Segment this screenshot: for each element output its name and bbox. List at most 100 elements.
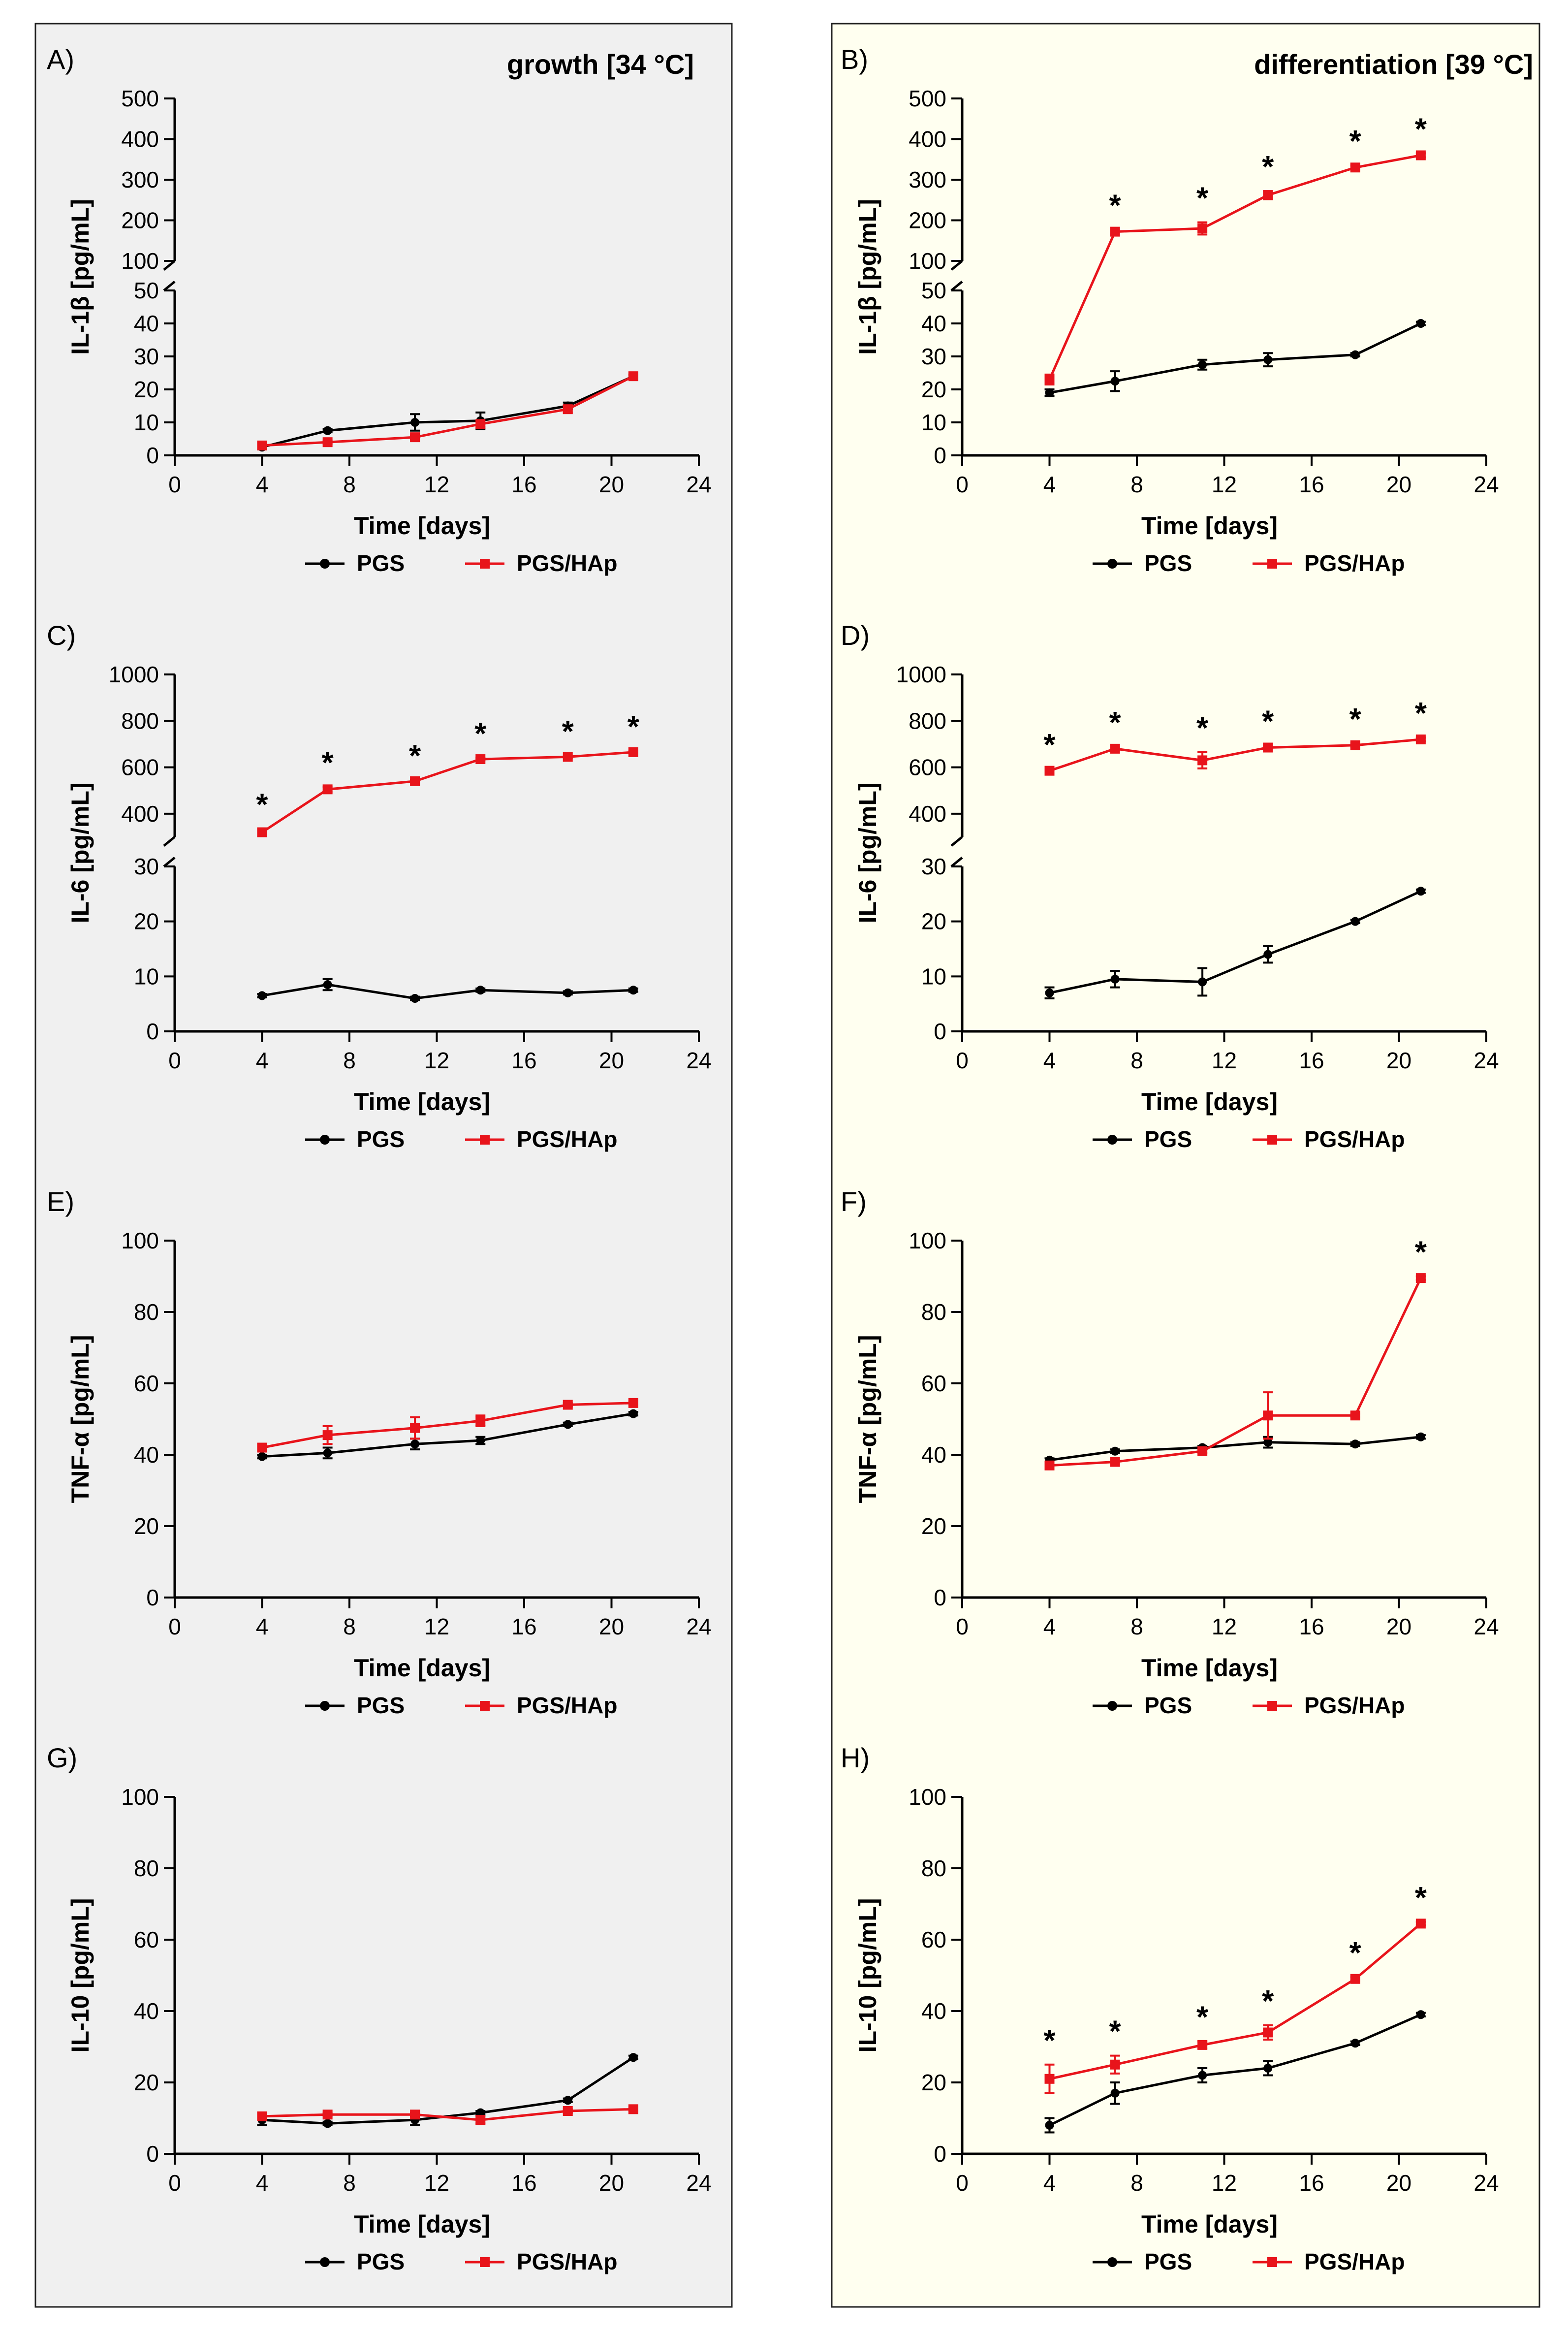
y-tick-label: 0	[146, 1585, 159, 1610]
x-tick-label: 8	[1130, 1048, 1143, 1073]
x-tick-label: 20	[1386, 1614, 1411, 1639]
significance-star: *	[1043, 728, 1056, 762]
y-tick-label: 100	[121, 1784, 159, 1810]
y-tick-label: 60	[921, 1371, 946, 1396]
data-point-pgs	[563, 2096, 572, 2105]
series-line-pgs	[261, 375, 634, 448]
legend-label-pgs: PGS	[357, 1693, 405, 1718]
legend-label-pgs: PGS	[1144, 2249, 1192, 2274]
y-tick-label: 1000	[896, 662, 946, 687]
data-point-pgshap	[1350, 162, 1360, 173]
y-tick-label: 100	[121, 1228, 159, 1253]
data-point-pgshap	[1415, 150, 1426, 160]
x-tick-label: 24	[686, 2170, 711, 2196]
y-tick-label: 400	[121, 801, 159, 827]
series-line-pgs	[1049, 1436, 1421, 1462]
x-tick-label: 8	[1130, 2170, 1143, 2196]
legend-marker-pgs	[320, 1135, 330, 1145]
x-tick-label: 0	[956, 472, 969, 497]
data-point-pgshap	[1197, 755, 1208, 766]
legend-label-pgshap: PGS/HAp	[517, 1693, 617, 1718]
y-tick-label: 80	[134, 1299, 159, 1325]
data-point-pgshap	[628, 1398, 638, 1408]
y-axis-title: TNF-α [pg/mL]	[854, 1335, 881, 1503]
y-tick-label: 40	[921, 1442, 946, 1468]
x-tick-label: 20	[1386, 2170, 1411, 2196]
x-tick-label: 16	[1299, 1614, 1324, 1639]
y-axis-title: IL-1β [pg/mL]	[854, 199, 881, 355]
data-point-pgs	[1110, 2088, 1120, 2098]
y-tick-label: 20	[134, 377, 159, 402]
legend-marker-pgs	[320, 1701, 330, 1711]
x-tick-label: 16	[1299, 1048, 1324, 1073]
data-point-pgs	[476, 1436, 485, 1445]
y-tick-label: 400	[121, 127, 159, 152]
data-point-pgshap	[257, 1442, 267, 1453]
series-line-pgs	[262, 983, 633, 1000]
data-point-pgshap	[628, 371, 638, 382]
significance-star: *	[1196, 182, 1209, 216]
panel-g: G) 0 20 40 60 80 100 0 4 8 12 16 20 24 Time [days] IL-1…	[47, 1742, 712, 2274]
data-point-pgs	[1350, 350, 1360, 359]
y-tick-label: 40	[134, 1998, 159, 2024]
y-axis-title: IL-10 [pg/mL]	[854, 1898, 881, 2053]
data-point-pgshap	[1263, 742, 1273, 753]
x-tick-label: 8	[343, 472, 356, 497]
significance-star: *	[1109, 706, 1122, 740]
data-point-pgs	[1045, 988, 1054, 997]
data-point-pgshap	[1110, 226, 1120, 237]
data-point-pgshap	[475, 2115, 486, 2125]
axis-break-mark	[163, 857, 176, 867]
axis-break-mark	[163, 281, 176, 291]
data-point-pgs	[1416, 319, 1425, 328]
axis-break-mark	[950, 260, 963, 271]
legend-marker-pgshap	[480, 559, 490, 569]
legend-marker-pgshap	[1267, 559, 1277, 569]
x-tick-label: 12	[1212, 1048, 1237, 1073]
data-point-pgs	[257, 991, 267, 1000]
data-point-pgs	[323, 2119, 332, 2128]
y-tick-label: 300	[909, 167, 946, 192]
legend-label-pgshap: PGS/HAp	[517, 2249, 617, 2274]
y-tick-label: 20	[134, 909, 159, 934]
x-tick-label: 24	[1474, 472, 1499, 497]
y-tick-label: 20	[134, 1513, 159, 1539]
data-point-pgshap	[257, 440, 267, 450]
x-tick-label: 4	[256, 472, 269, 497]
x-tick-label: 8	[1130, 1614, 1143, 1639]
y-tick-label: 60	[134, 1371, 159, 1396]
panel-label-c: C)	[47, 620, 76, 651]
x-tick-label: 12	[424, 1614, 449, 1639]
differentiation-condition-label: differentiation [39 °C]	[1254, 49, 1533, 80]
x-tick-label: 12	[1212, 2170, 1237, 2196]
data-point-pgshap	[1415, 1918, 1426, 1929]
x-tick-label: 24	[1474, 1614, 1499, 1639]
data-point-pgshap	[1044, 374, 1055, 384]
x-tick-label: 20	[1386, 472, 1411, 497]
x-tick-label: 24	[686, 472, 711, 497]
y-tick-label: 30	[921, 344, 946, 369]
y-tick-label: 20	[134, 2070, 159, 2095]
x-tick-label: 12	[424, 472, 449, 497]
data-point-pgs	[410, 418, 420, 427]
data-point-pgs	[1198, 360, 1207, 369]
y-tick-label: 200	[909, 208, 946, 233]
x-tick-label: 4	[256, 1048, 269, 1073]
data-point-pgshap	[1263, 1410, 1273, 1421]
y-tick-label: 200	[121, 208, 159, 233]
data-point-pgs	[1045, 2121, 1054, 2130]
y-tick-label: 30	[921, 854, 946, 879]
x-axis-title: Time [days]	[1141, 2210, 1278, 2238]
legend-marker-pgshap	[480, 2257, 490, 2267]
x-tick-label: 0	[956, 1048, 969, 1073]
y-tick-label: 1000	[109, 662, 159, 687]
legend-label-pgs: PGS	[1144, 550, 1192, 576]
data-point-pgshap	[410, 1423, 420, 1433]
data-point-pgs	[410, 1439, 420, 1449]
significance-star: *	[1196, 711, 1209, 745]
legend-marker-pgshap	[1267, 2257, 1277, 2267]
x-axis-title: Time [days]	[354, 1088, 490, 1116]
series-line-pgs	[1049, 2013, 1421, 2127]
